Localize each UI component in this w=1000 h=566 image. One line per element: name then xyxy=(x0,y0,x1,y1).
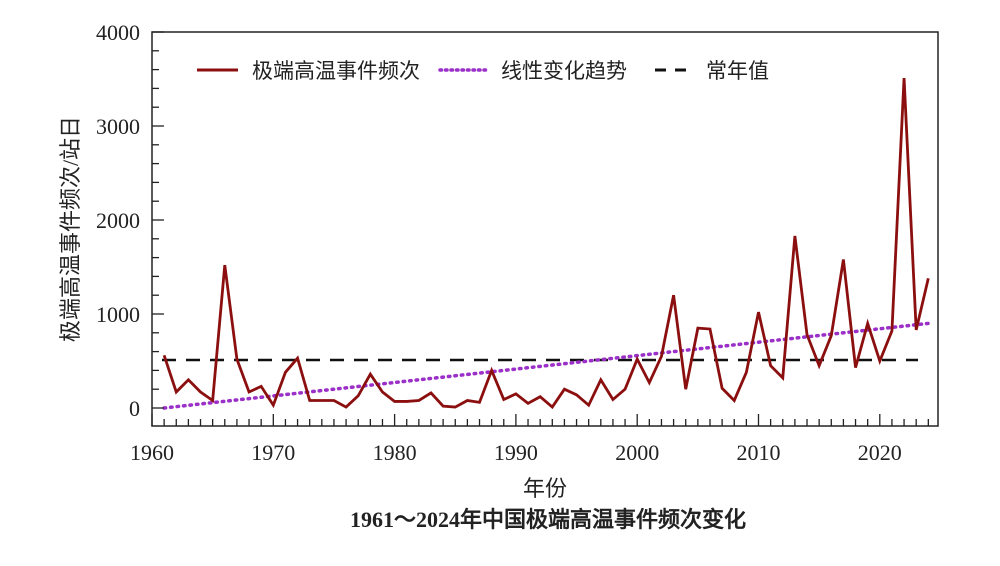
legend-label-series-0: 极端高温事件频次 xyxy=(252,59,420,83)
x-axis-label: 年份 xyxy=(523,476,567,501)
series-line-extreme-heat xyxy=(162,77,930,410)
x-tick-label-2000: 2000 xyxy=(615,440,659,465)
y-tick-label-0: 0 xyxy=(129,396,140,421)
plot-frame xyxy=(151,31,939,427)
x-tick-label-2010: 2010 xyxy=(737,440,781,465)
legend: 极端高温事件频次 线性变化趋势 常年值 xyxy=(197,59,769,83)
x-tick-label-1970: 1970 xyxy=(251,440,295,465)
y-tick-label-4000: 4000 xyxy=(96,20,140,45)
x-tick-label-1960: 1960 xyxy=(130,440,174,465)
x-tick-label-1990: 1990 xyxy=(494,440,538,465)
x-tick-label-1980: 1980 xyxy=(373,440,417,465)
trend-line xyxy=(162,321,931,410)
x-tick-label-2020: 2020 xyxy=(858,440,902,465)
y-tick-label-1000: 1000 xyxy=(96,302,140,327)
chart-title: 1961～2024年中国极端高温事件频次变化 xyxy=(350,507,746,532)
y-tick-label-3000: 3000 xyxy=(96,114,140,139)
legend-label-series-1: 线性变化趋势 xyxy=(501,59,627,83)
y-tick-label-2000: 2000 xyxy=(96,208,140,233)
y-axis-label: 极端高温事件频次/站日 xyxy=(58,116,83,342)
legend-label-series-2: 常年值 xyxy=(706,59,769,83)
